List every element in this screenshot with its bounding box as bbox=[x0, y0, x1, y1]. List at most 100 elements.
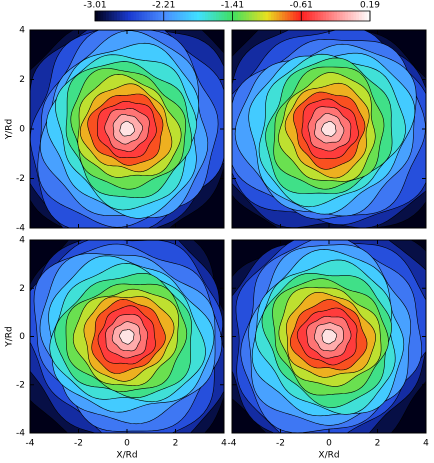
colorbar-cell bbox=[155, 11, 159, 21]
colorbar-cell bbox=[194, 11, 198, 21]
colorbar-cell bbox=[196, 11, 200, 21]
y-axis-label: Y/Rd bbox=[5, 326, 15, 348]
colorbar-cell bbox=[326, 11, 330, 21]
colorbar-cell bbox=[282, 11, 286, 21]
colorbar-cell bbox=[287, 11, 291, 21]
colorbar-cell bbox=[191, 11, 195, 21]
colorbar-cell bbox=[312, 11, 316, 21]
colorbar-cell bbox=[144, 11, 148, 21]
colorbar-cell bbox=[361, 11, 365, 21]
colorbar-cell bbox=[348, 11, 352, 21]
colorbar-cell bbox=[133, 11, 137, 21]
x-axis-label: X/Rd bbox=[116, 451, 137, 461]
colorbar-cell bbox=[254, 11, 258, 21]
colorbar-cell bbox=[309, 11, 313, 21]
colorbar-cell bbox=[188, 11, 192, 21]
colorbar-cell bbox=[290, 11, 294, 21]
colorbar-cell bbox=[136, 11, 140, 21]
colorbar-cell bbox=[301, 11, 305, 21]
colorbar-cell bbox=[169, 11, 173, 21]
colorbar-cell bbox=[315, 11, 319, 21]
colorbar-cell bbox=[218, 11, 222, 21]
colorbar-cell bbox=[210, 11, 214, 21]
y-tick-label: 0 bbox=[19, 125, 25, 135]
colorbar-cell bbox=[276, 11, 280, 21]
contour bbox=[119, 329, 135, 345]
colorbar-cell bbox=[125, 11, 129, 21]
colorbar-cell bbox=[317, 11, 321, 21]
y-axis-label: Y/Rd bbox=[5, 119, 15, 141]
colorbar-cell bbox=[268, 11, 272, 21]
colorbar-cell bbox=[353, 11, 357, 21]
colorbar-cell bbox=[339, 11, 343, 21]
colorbar-cell bbox=[172, 11, 176, 21]
colorbar-cell bbox=[337, 11, 341, 21]
colorbar-cell bbox=[229, 11, 233, 21]
colorbar-cell bbox=[95, 11, 99, 21]
colorbar-cell bbox=[304, 11, 308, 21]
colorbar-cell bbox=[328, 11, 332, 21]
y-tick-label: 4 bbox=[19, 236, 25, 246]
contour-map bbox=[232, 30, 426, 228]
colorbar-cell bbox=[114, 11, 118, 21]
colorbar-cell bbox=[298, 11, 302, 21]
colorbar-cell bbox=[224, 11, 228, 21]
contour bbox=[119, 120, 135, 137]
x-tick-label: 4 bbox=[221, 439, 227, 449]
colorbar-cell bbox=[152, 11, 156, 21]
contour-map bbox=[30, 30, 224, 228]
y-tick-label: -2 bbox=[16, 380, 25, 390]
colorbar-cell bbox=[271, 11, 275, 21]
x-tick-label: -4 bbox=[26, 439, 35, 449]
colorbar-cell bbox=[235, 11, 239, 21]
colorbar-cell bbox=[356, 11, 360, 21]
x-tick-label: 4 bbox=[423, 439, 429, 449]
colorbar-cell bbox=[260, 11, 264, 21]
colorbar-cell bbox=[221, 11, 225, 21]
colorbar-cell bbox=[320, 11, 324, 21]
colorbar-cell bbox=[240, 11, 244, 21]
colorbar-cell bbox=[249, 11, 253, 21]
colorbar-cell bbox=[359, 11, 363, 21]
colorbar-cell bbox=[306, 11, 310, 21]
colorbar-cell bbox=[273, 11, 277, 21]
y-tick-label: -4 bbox=[16, 224, 25, 234]
colorbar-tick-label: -3.01 bbox=[83, 1, 106, 11]
colorbar-cell bbox=[183, 11, 187, 21]
x-tick-label: -2 bbox=[276, 439, 285, 449]
x-tick-label: 0 bbox=[326, 439, 332, 449]
colorbar-tick-label: -0.61 bbox=[290, 1, 313, 11]
y-tick-label: 2 bbox=[19, 284, 25, 294]
colorbar-cell bbox=[293, 11, 297, 21]
colorbar-cell bbox=[265, 11, 269, 21]
colorbar-cell bbox=[130, 11, 134, 21]
colorbar-cell bbox=[246, 11, 250, 21]
colorbar-cell bbox=[213, 11, 217, 21]
colorbar-cell bbox=[227, 11, 231, 21]
colorbar-cell bbox=[345, 11, 349, 21]
colorbar-tick-label: -2.21 bbox=[152, 1, 175, 11]
colorbar-tick-label: -1.41 bbox=[221, 1, 244, 11]
colorbar-cell bbox=[257, 11, 261, 21]
x-tick-label: 0 bbox=[124, 439, 130, 449]
colorbar-cell bbox=[342, 11, 346, 21]
x-axis-label: X/Rd bbox=[318, 451, 339, 461]
contour bbox=[321, 121, 337, 137]
colorbar-tick-label: 0.19 bbox=[360, 1, 380, 11]
colorbar-cell bbox=[238, 11, 242, 21]
colorbar-cell bbox=[117, 11, 121, 21]
colorbar-cell bbox=[279, 11, 283, 21]
colorbar-cell bbox=[147, 11, 151, 21]
colorbar-cell bbox=[97, 11, 101, 21]
contour-map bbox=[30, 240, 224, 433]
y-tick-label: 4 bbox=[19, 26, 25, 36]
colorbar-cell bbox=[334, 11, 338, 21]
y-tick-label: 2 bbox=[19, 75, 25, 85]
colorbar-cell bbox=[284, 11, 288, 21]
colorbar-cell bbox=[111, 11, 115, 21]
colorbar-cell bbox=[202, 11, 206, 21]
colorbar-cell bbox=[122, 11, 126, 21]
colorbar-cell bbox=[108, 11, 112, 21]
colorbar-cell bbox=[295, 11, 299, 21]
colorbar-cell bbox=[367, 11, 371, 21]
